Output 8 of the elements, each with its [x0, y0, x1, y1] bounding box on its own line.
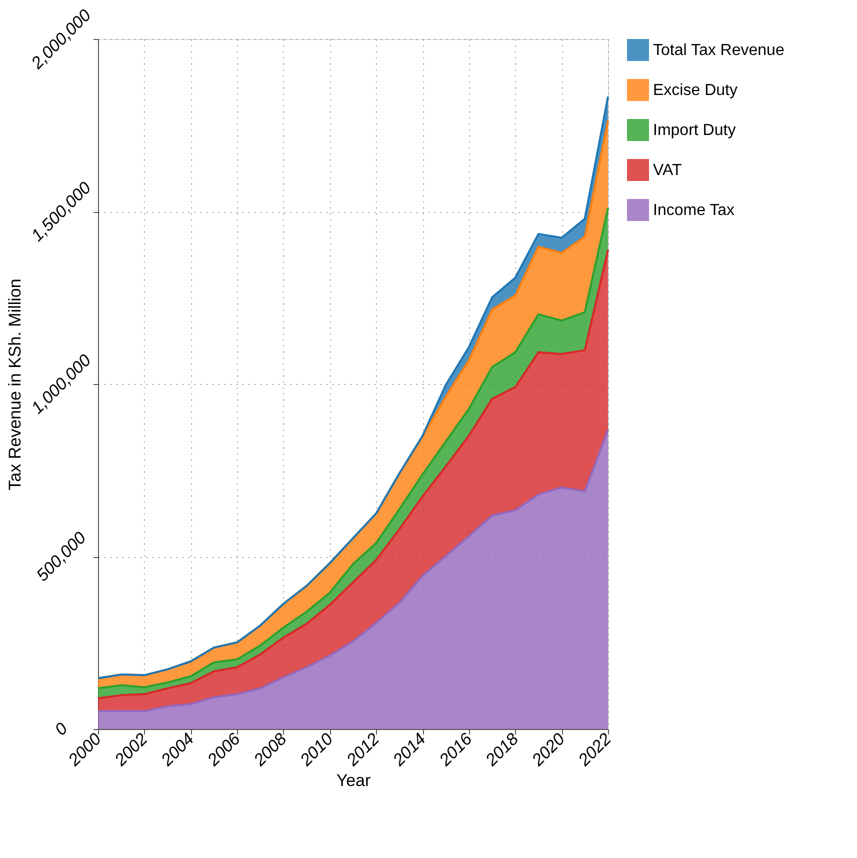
- y-tick-label: 0: [51, 718, 72, 740]
- legend-label: Import Duty: [653, 122, 736, 139]
- y-axis-title: Tax Revenue in KSh. Million: [5, 278, 24, 490]
- legend-label: Income Tax: [653, 202, 735, 219]
- x-axis-title: Year: [336, 770, 372, 790]
- legend-label: VAT: [653, 162, 682, 179]
- legend-label: Total Tax Revenue: [653, 42, 784, 59]
- legend-label: Excise Duty: [653, 82, 738, 99]
